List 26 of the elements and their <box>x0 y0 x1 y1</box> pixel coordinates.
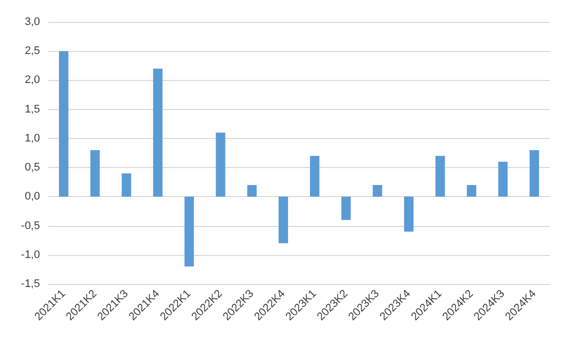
bar <box>90 150 100 197</box>
bar <box>247 185 257 197</box>
y-tick-label: 3,0 <box>24 16 40 28</box>
bar <box>184 196 194 267</box>
y-tick-label: -0,5 <box>21 220 40 232</box>
bar <box>372 185 382 197</box>
bar <box>341 196 351 220</box>
bar <box>530 150 540 197</box>
y-tick-label: 1,0 <box>24 132 40 144</box>
bar <box>58 51 68 197</box>
bar <box>122 173 132 197</box>
y-tick-label: 1,5 <box>24 103 40 116</box>
bar <box>498 162 508 197</box>
bar <box>466 185 476 197</box>
y-tick-label: 2,5 <box>24 45 40 58</box>
bar <box>278 196 288 244</box>
bar <box>435 156 445 197</box>
bar <box>216 132 226 197</box>
bar <box>310 156 320 197</box>
bar <box>404 196 414 232</box>
bar <box>153 68 163 197</box>
y-tick-label: 0,0 <box>24 190 40 203</box>
y-tick-label: 0,5 <box>24 162 40 174</box>
y-tick-label: -1,5 <box>21 278 40 290</box>
y-tick-label: -1,0 <box>21 248 40 261</box>
y-tick-label: 2,0 <box>24 74 40 86</box>
